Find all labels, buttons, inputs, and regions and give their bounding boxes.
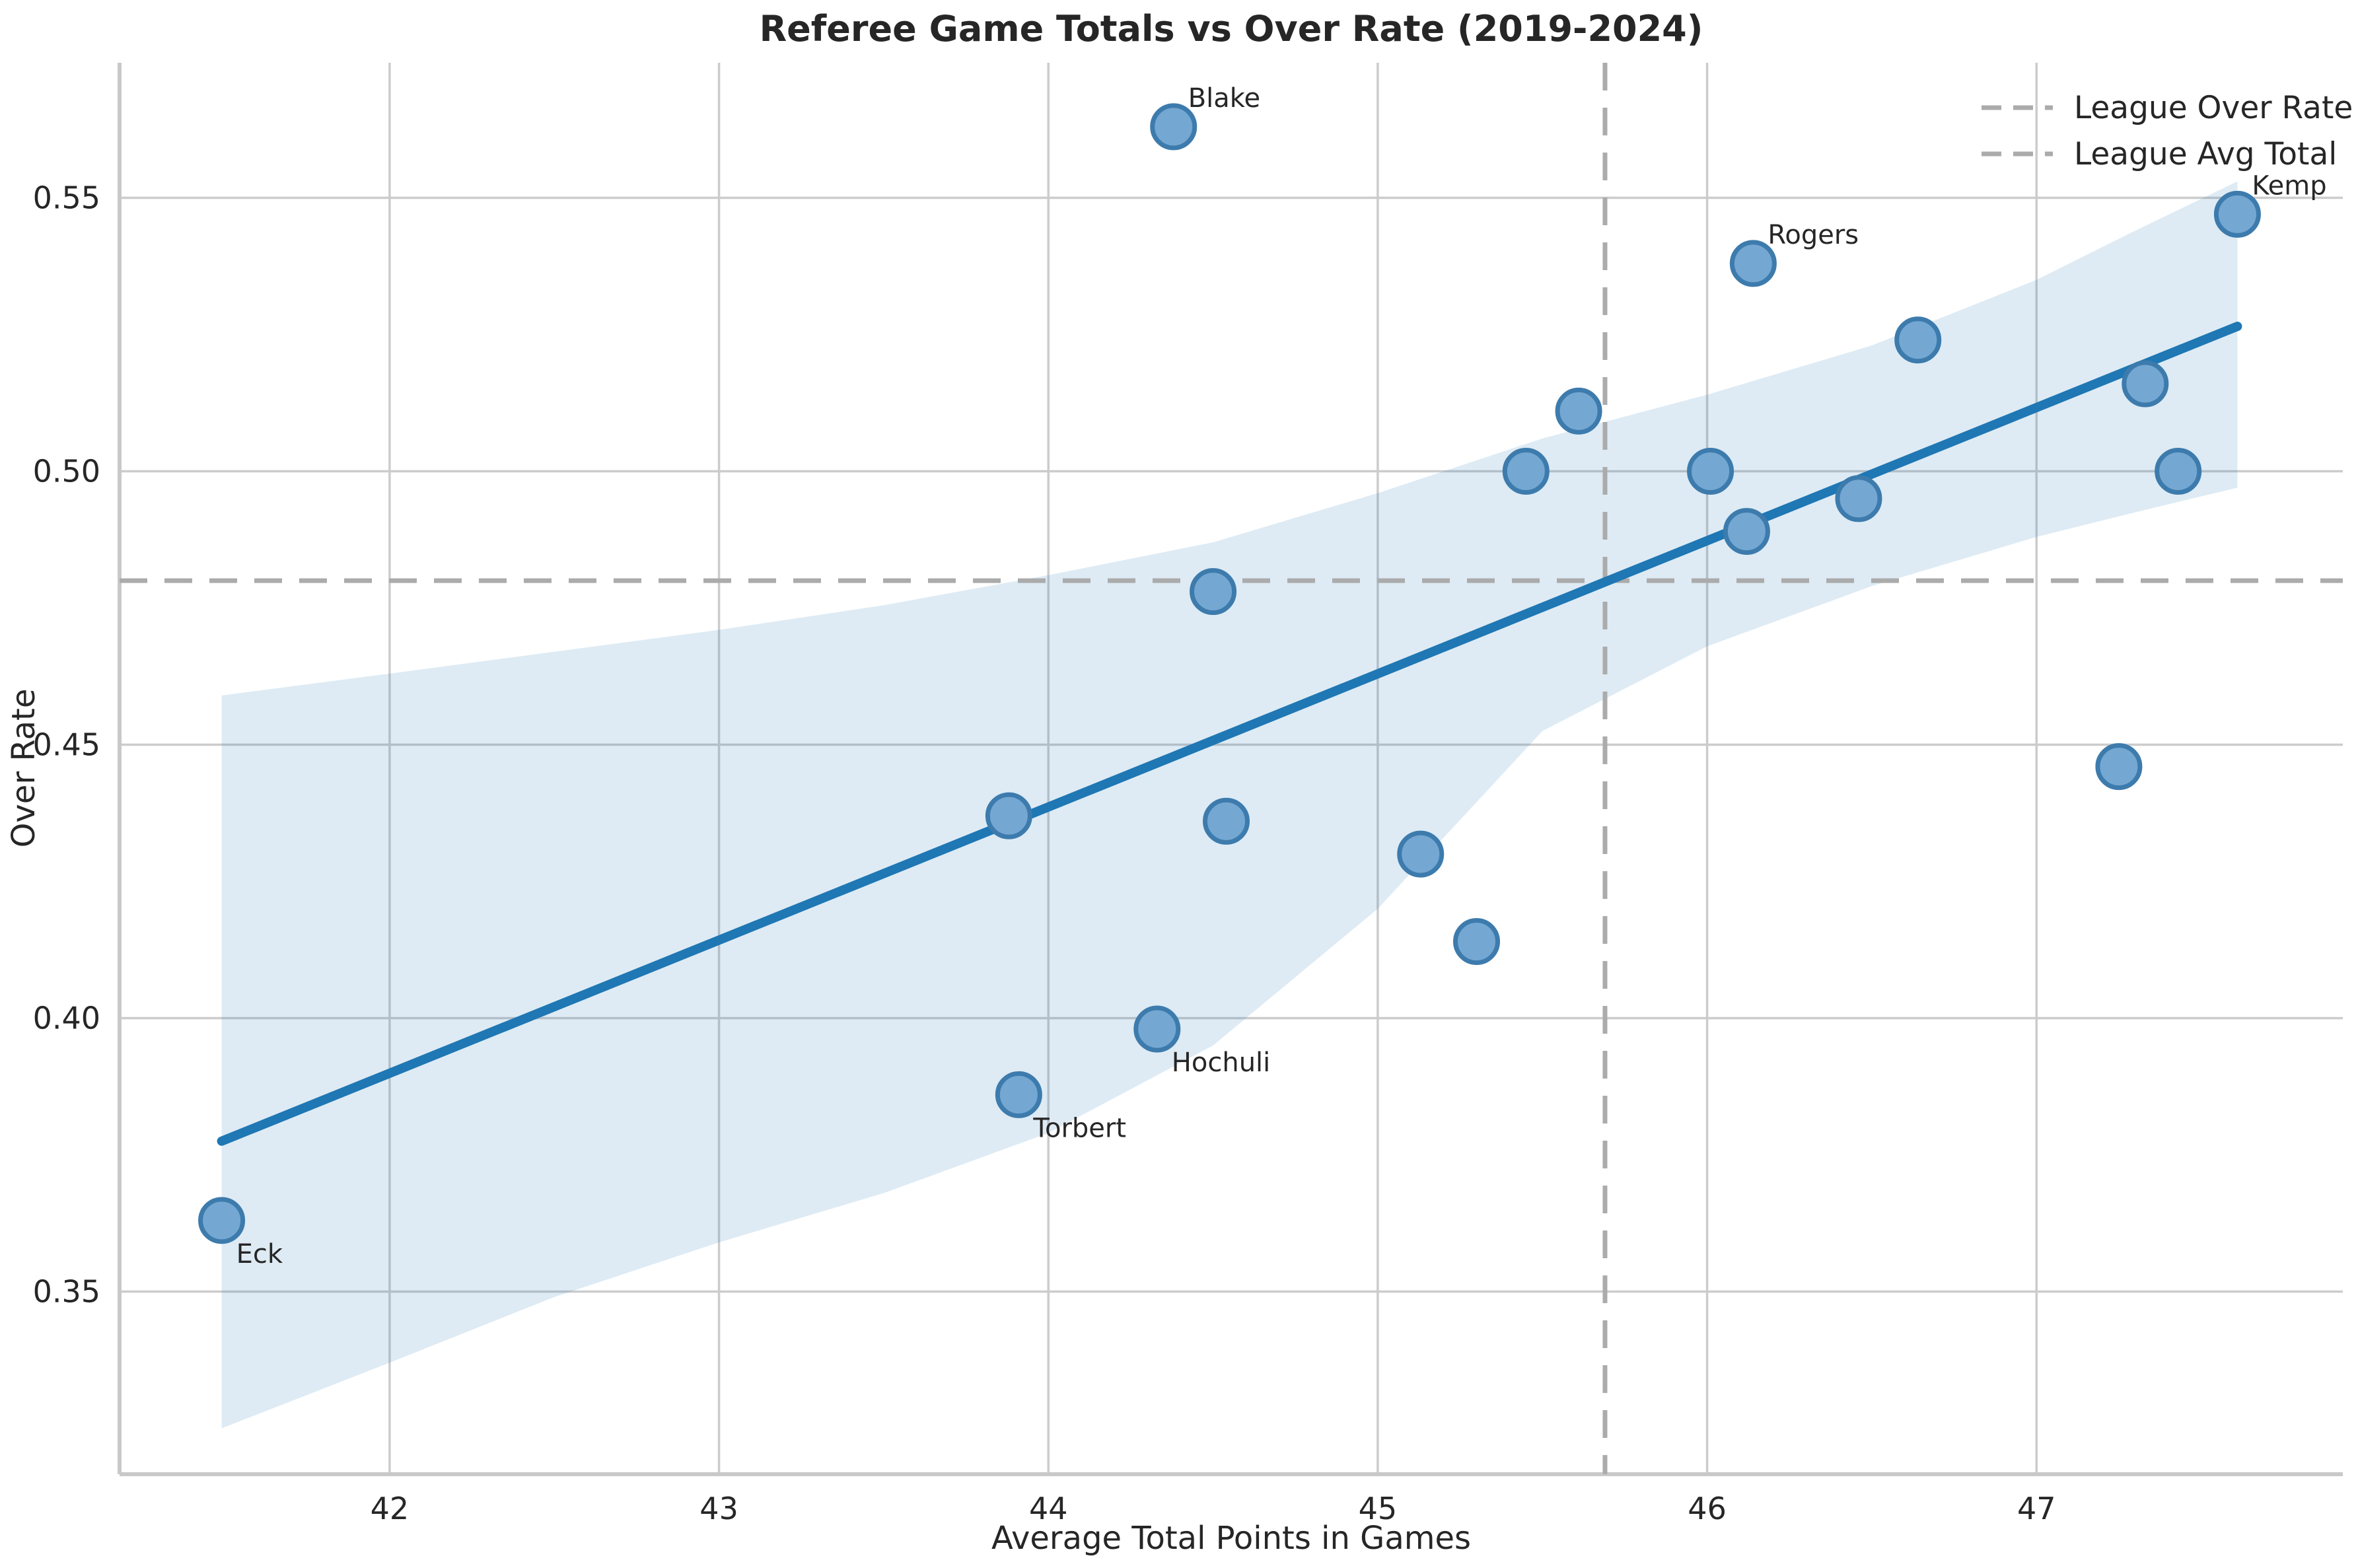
- x-tick-label: 46: [1688, 1491, 1727, 1526]
- x-tick-label: 45: [1359, 1491, 1398, 1526]
- y-tick-label: 0.55: [33, 180, 100, 216]
- scatter-point: [1555, 387, 1602, 435]
- y-tick-label: 0.45: [33, 727, 100, 762]
- legend-label: League Over Rate: [2074, 90, 2353, 126]
- point-label: Blake: [1188, 83, 1260, 114]
- legend-item-league-avg-total: League Avg Total: [1982, 136, 2337, 172]
- x-tick-label: 43: [699, 1491, 738, 1526]
- scatter-point: [198, 1197, 246, 1244]
- scatter-point: [985, 792, 1032, 839]
- scatter-point: [1203, 797, 1250, 845]
- scatter-point: [2213, 190, 2261, 238]
- y-tick-label: 0.50: [33, 453, 100, 489]
- regression-line: [217, 322, 2242, 1146]
- scatter-point: [1894, 316, 1942, 364]
- scatter-point: [1133, 1005, 1181, 1053]
- grid-layer: [120, 63, 2343, 1474]
- point-label: Hochuli: [1172, 1048, 1270, 1078]
- scatter-points-layer: [198, 103, 2261, 1244]
- y-tick-label: 0.35: [33, 1273, 100, 1309]
- scatter-point: [1453, 918, 1501, 966]
- x-tick-label: 44: [1029, 1491, 1068, 1526]
- y-tick-label: 0.40: [33, 1000, 100, 1036]
- scatter-point: [1835, 475, 1882, 522]
- scatter-point: [1150, 103, 1197, 151]
- y-axis-label: Over Rate: [5, 689, 42, 848]
- scatter-point: [1190, 568, 1237, 616]
- legend-label: League Avg Total: [2074, 136, 2337, 172]
- scatter-point: [1397, 830, 1445, 878]
- scatter-point: [1729, 240, 1777, 287]
- scatter-point: [1502, 447, 1550, 495]
- legend-item-league-over-rate: League Over Rate: [1982, 90, 2353, 126]
- scatter-point: [2095, 743, 2143, 791]
- point-label: Torbert: [1032, 1113, 1126, 1143]
- scatter-point: [1723, 508, 1770, 555]
- scatter-point: [2155, 447, 2202, 495]
- chart-title: Referee Game Totals vs Over Rate (2019-2…: [760, 8, 1703, 50]
- legend: League Over Rate League Avg Total: [1982, 90, 2353, 172]
- point-label: Kemp: [2252, 170, 2326, 201]
- tick-labels-layer: 42 43 44 45 46 47 0.35 0.40 0.45 0.50 0.55: [33, 180, 2056, 1526]
- regression-line-layer: [217, 322, 2242, 1146]
- x-tick-label: 42: [371, 1491, 410, 1526]
- reference-lines-layer: [120, 63, 2343, 1474]
- point-label: Rogers: [1768, 220, 1859, 250]
- scatter-point: [1687, 447, 1734, 495]
- x-axis-label: Average Total Points in Games: [991, 1520, 1471, 1557]
- point-label: Eck: [236, 1239, 283, 1269]
- scatter-point: [995, 1071, 1042, 1118]
- x-tick-label: 47: [2017, 1491, 2056, 1526]
- scatter-point: [2122, 360, 2169, 408]
- point-labels-layer: Eck Torbert Hochuli Blake Rogers Kemp: [236, 83, 2327, 1269]
